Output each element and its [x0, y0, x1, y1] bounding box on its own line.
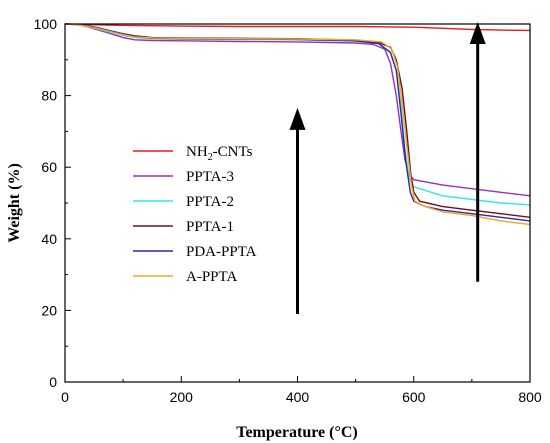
legend-label-5: A-PPTA — [186, 269, 237, 285]
y-tick-label: 80 — [41, 88, 57, 104]
y-tick-label: 60 — [41, 159, 57, 175]
legend-label-0: NH2-CNTs — [186, 144, 253, 163]
x-axis-title: Temperature (°C) — [236, 424, 357, 441]
y-tick-label: 20 — [41, 302, 57, 318]
legend-label-4: PDA-PPTA — [186, 244, 257, 260]
series-line-5 — [64, 23, 531, 226]
series-line-0 — [64, 23, 531, 32]
arrow-head-1 — [469, 22, 486, 44]
y-axis-title: Weight (%) — [6, 163, 23, 243]
series-line-1 — [64, 23, 531, 197]
arrow-layer — [289, 22, 486, 314]
legend-label-1: PPTA-3 — [186, 169, 234, 185]
x-tick-label: 200 — [170, 389, 194, 405]
legend-label-3: PPTA-1 — [186, 219, 234, 235]
legend-label-2: PPTA-2 — [186, 194, 234, 210]
legend: NH2-CNTs PPTA-3 PPTA-2 PPTA-1 PDA-PPTA A-PPTA — [133, 144, 257, 285]
y-tick-label: 100 — [34, 16, 58, 32]
arrow-head-0 — [289, 107, 306, 130]
x-tick-label: 800 — [518, 389, 542, 405]
y-tick-label: 40 — [41, 231, 57, 247]
tick-layer: 0 200 400 600 800 0 20 40 60 80 100 — [34, 16, 542, 405]
series-layer — [64, 23, 531, 226]
x-tick-label: 600 — [402, 389, 426, 405]
x-tick-label: 0 — [61, 389, 69, 405]
y-tick-label: 0 — [49, 374, 57, 390]
x-tick-label: 400 — [286, 389, 310, 405]
